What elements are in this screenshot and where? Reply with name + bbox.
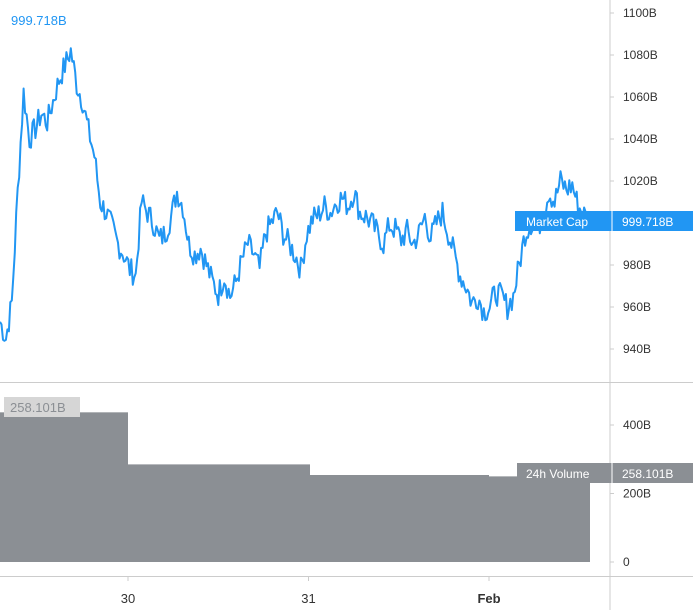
price-tick-label: 1040B (623, 132, 658, 146)
volume-bar (0, 412, 128, 562)
price-tick-label: 1080B (623, 48, 658, 62)
price-tick-label: 1100B (623, 6, 657, 20)
price-tick-label: 940B (623, 342, 651, 356)
market-cap-badge-value: 999.718B (622, 215, 673, 229)
volume-bars (0, 412, 590, 562)
market-cap-badge-label: Market Cap (526, 215, 588, 229)
price-y-axis: 940B960B980B1000B1020B1040B1060B1080B110… (610, 6, 658, 356)
volume-bar (517, 475, 560, 562)
market-cap-badge: Market Cap 999.718B (515, 211, 693, 231)
volume-badge-value: 258.101B (622, 467, 673, 481)
volume-y-axis: 0 200B 400B (610, 418, 651, 569)
volume-last-value-bg (4, 397, 80, 417)
volume-bar (560, 473, 590, 562)
volume-badge: 24h Volume 258.101B (517, 463, 693, 483)
volume-badge-bg (517, 463, 693, 483)
volume-last-value: 258.101B (10, 400, 66, 415)
time-tick-label: Feb (477, 591, 500, 606)
volume-bar (310, 475, 489, 562)
price-tick-label: 960B (623, 300, 651, 314)
volume-badge-label: 24h Volume (526, 467, 590, 481)
volume-bar (128, 464, 310, 562)
market-cap-badge-bg (515, 211, 693, 231)
volume-tick-label: 200B (623, 487, 651, 501)
market-cap-last-value: 999.718B (11, 13, 67, 28)
time-tick-label: 31 (301, 591, 315, 606)
time-tick-label: 30 (121, 591, 135, 606)
price-tick-label: 980B (623, 258, 651, 272)
market-cap-line (0, 47, 591, 342)
price-tick-label: 1060B (623, 90, 658, 104)
volume-bar (489, 476, 517, 562)
time-x-axis: 30 31 Feb (121, 576, 501, 606)
volume-tick-label: 400B (623, 418, 651, 432)
price-tick-label: 1020B (623, 174, 658, 188)
volume-tick-label: 0 (623, 555, 630, 569)
